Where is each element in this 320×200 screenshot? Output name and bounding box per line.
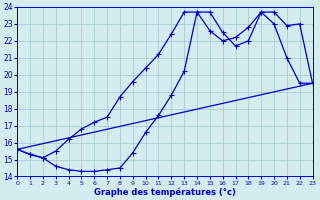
X-axis label: Graphe des températures (°c): Graphe des températures (°c)	[94, 187, 236, 197]
